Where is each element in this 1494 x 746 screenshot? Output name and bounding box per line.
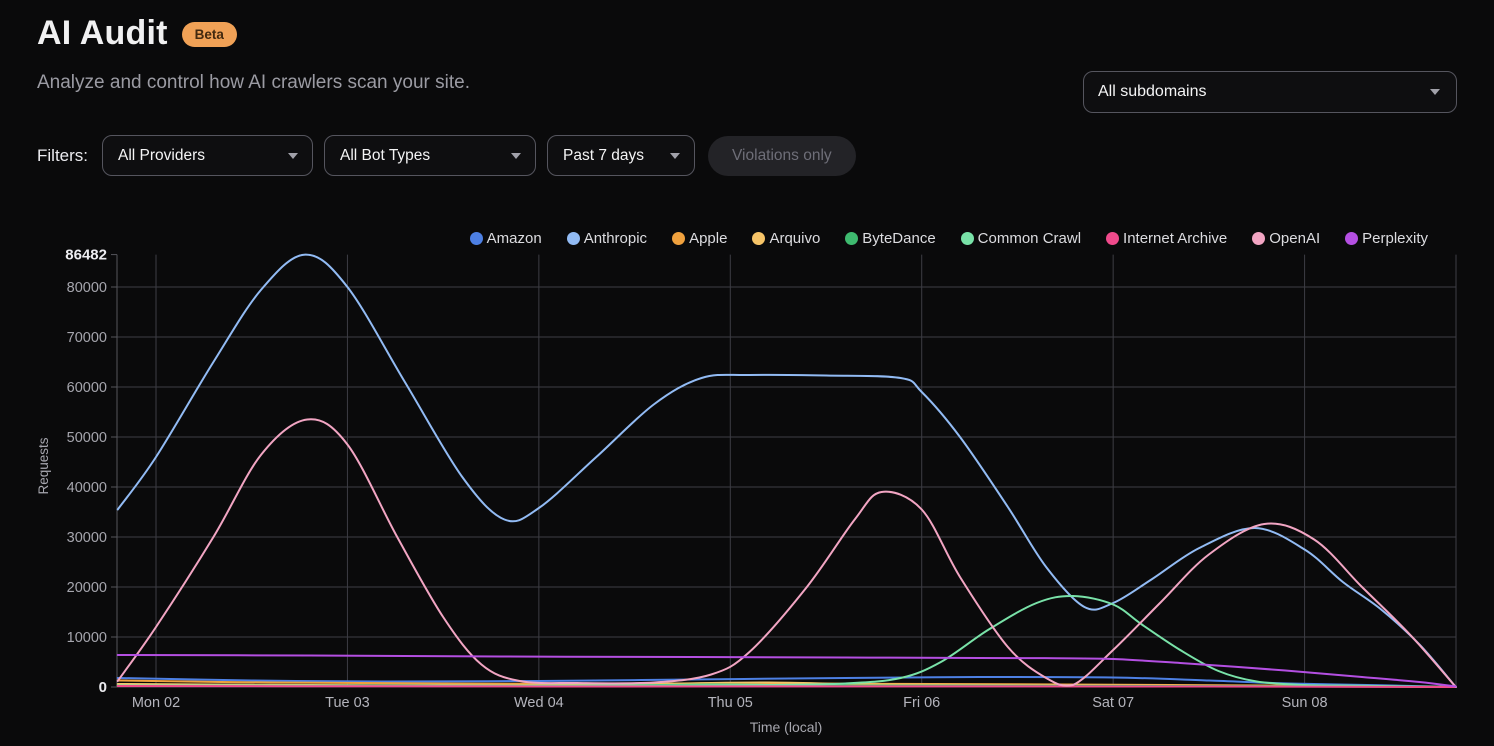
legend-dot bbox=[1252, 231, 1266, 245]
chevron-down-icon bbox=[288, 152, 298, 159]
chevron-down-icon bbox=[1430, 89, 1440, 95]
x-tick-label: Fri 06 bbox=[903, 695, 940, 711]
legend-item-amazon[interactable]: Amazon bbox=[469, 229, 542, 247]
legend-item-openai[interactable]: OpenAI bbox=[1252, 230, 1320, 247]
y-tick-label: 60000 bbox=[67, 380, 107, 396]
bot-type-dropdown-value: All Bot Types bbox=[340, 146, 431, 164]
x-tick-label: Sat 07 bbox=[1092, 695, 1134, 711]
beta-badge: Beta bbox=[181, 22, 237, 47]
legend-dot bbox=[469, 231, 483, 245]
legend-label: Perplexity bbox=[1362, 229, 1428, 247]
provider-dropdown-value: All Providers bbox=[118, 146, 205, 164]
y-tick-label: 0 bbox=[99, 679, 107, 696]
y-tick-label: 20000 bbox=[67, 580, 107, 596]
legend-dot bbox=[672, 231, 686, 245]
y-tick-label: 80000 bbox=[67, 280, 107, 296]
legend-dot bbox=[1345, 231, 1359, 245]
legend-item-bytedance[interactable]: ByteDance bbox=[845, 229, 936, 247]
legend-label: OpenAI bbox=[1269, 229, 1321, 247]
x-tick-label: Mon 02 bbox=[132, 695, 180, 711]
legend-label: Amazon bbox=[486, 229, 542, 247]
legend-item-apple[interactable]: Apple bbox=[672, 230, 727, 247]
legend-item-anthropic[interactable]: Anthropic bbox=[566, 229, 648, 247]
legend-dot bbox=[566, 231, 580, 245]
y-tick-label: 10000 bbox=[67, 630, 107, 646]
legend-item-common-crawl[interactable]: Common Crawl bbox=[960, 229, 1082, 247]
filters-label: Filters: bbox=[37, 145, 88, 165]
filters-bar: Filters: All Providers All Bot Types Pas… bbox=[37, 135, 856, 176]
time-range-dropdown[interactable]: Past 7 days bbox=[547, 135, 695, 176]
legend-item-internet-archive[interactable]: Internet Archive bbox=[1106, 230, 1227, 247]
subdomain-dropdown-value: All subdomains bbox=[1098, 83, 1207, 100]
chevron-down-icon bbox=[670, 152, 680, 159]
legend-dot bbox=[1106, 231, 1120, 245]
page-subtitle: Analyze and control how AI crawlers scan… bbox=[37, 72, 470, 93]
x-tick-label: Tue 03 bbox=[325, 695, 370, 711]
time-range-dropdown-value: Past 7 days bbox=[563, 146, 644, 164]
y-tick-label: 70000 bbox=[67, 330, 107, 346]
legend-dot bbox=[960, 231, 974, 245]
legend-dot bbox=[845, 231, 859, 245]
legend-item-perplexity[interactable]: Perplexity bbox=[1345, 230, 1428, 247]
page-title: AI Audit bbox=[37, 14, 168, 52]
provider-dropdown[interactable]: All Providers bbox=[102, 135, 313, 176]
y-axis-title: Requests bbox=[36, 437, 51, 494]
subdomain-dropdown[interactable]: All subdomains bbox=[1083, 71, 1457, 113]
y-tick-label: 50000 bbox=[67, 430, 107, 446]
legend-label: Apple bbox=[689, 229, 728, 247]
series-line-internet-archive bbox=[116, 685, 1457, 688]
series-line-anthropic bbox=[116, 253, 1457, 688]
legend-item-arquivo[interactable]: Arquivo bbox=[752, 230, 820, 247]
bot-type-dropdown[interactable]: All Bot Types bbox=[324, 135, 536, 176]
x-axis-title: Time (local) bbox=[750, 719, 823, 735]
legend-label: ByteDance bbox=[862, 229, 936, 247]
series-line-common-crawl bbox=[116, 594, 1457, 688]
series-line-perplexity bbox=[116, 654, 1457, 688]
violations-only-button[interactable]: Violations only bbox=[708, 135, 856, 176]
x-tick-label: Wed 04 bbox=[514, 695, 564, 711]
y-tick-label: 40000 bbox=[67, 480, 107, 496]
y-tick-label: 86482 bbox=[65, 247, 107, 264]
legend-label: Anthropic bbox=[583, 229, 648, 247]
y-tick-label: 30000 bbox=[67, 530, 107, 546]
legend-label: Common Crawl bbox=[977, 229, 1082, 247]
legend-dot bbox=[752, 231, 766, 245]
legend-label: Internet Archive bbox=[1123, 229, 1228, 247]
x-tick-label: Thu 05 bbox=[708, 695, 753, 711]
legend-label: Arquivo bbox=[769, 229, 821, 247]
page-header: AI Audit Beta bbox=[37, 14, 237, 53]
series-line-openai bbox=[116, 418, 1457, 688]
chevron-down-icon bbox=[511, 152, 521, 159]
chart-legend: Amazon Anthropic Apple Arquivo ByteDance Comm… bbox=[0, 226, 1428, 250]
x-tick-label: Sun 08 bbox=[1282, 695, 1328, 711]
